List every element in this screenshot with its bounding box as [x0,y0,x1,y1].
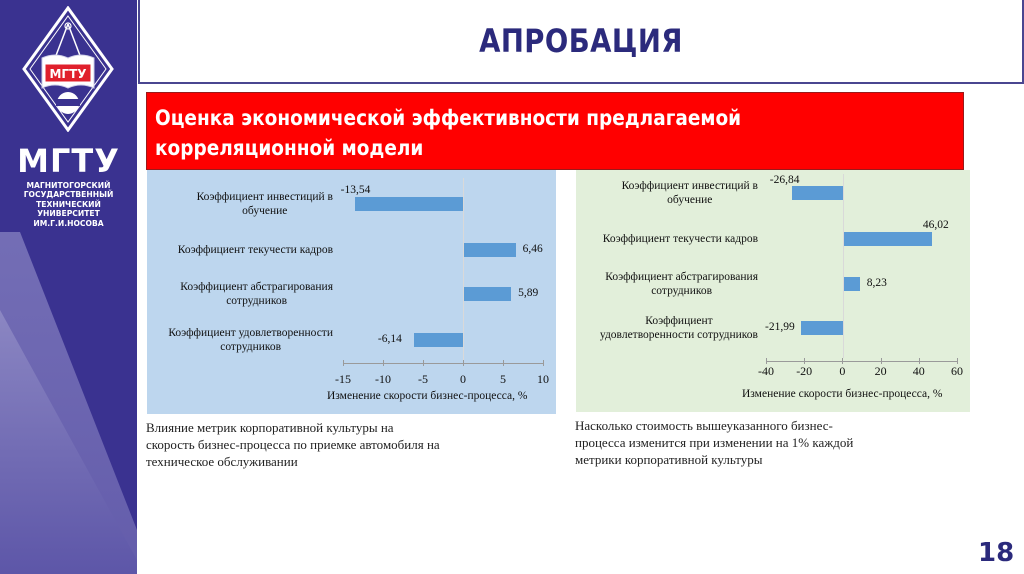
category-label: Коэффициент текучести кадров [602,233,758,245]
zero-gridline [463,178,464,360]
x-tick-label: 10 [537,372,549,386]
data-bar [844,232,932,246]
x-tick [423,360,424,366]
page-title: АПРОБАЦИЯ [479,22,683,60]
x-tick [766,358,767,364]
category-label: Коэффициент инвестиций в обучение [196,191,333,217]
x-tick-label: 5 [500,372,506,386]
caption-line: Влияние метрик корпоративной культуры на [146,420,394,435]
data-bar [791,186,843,200]
page-number: 18 [978,538,1015,568]
value-label: -21,99 [764,321,795,333]
caption-line: Насколько стоимость вышеуказанного бизне… [575,418,833,433]
x-tick-label: 40 [912,364,925,378]
data-bar [354,197,463,211]
data-bar [464,287,512,301]
x-tick [804,358,806,364]
category-label: Коэффициент абстрагирования сотрудников [605,271,758,297]
x-tick [957,358,958,364]
x-tick-label: 0 [460,372,466,386]
university-full-name: МАГНИТОГОРСКИЙ ГОСУДАРСТВЕННЫЙ ТЕХНИЧЕСК… [0,181,137,228]
banner-line: корреляционной модели [155,136,424,160]
value-label: 5,89 [518,287,539,299]
chart-right-caption: Насколько стоимость вышеуказанного бизне… [575,417,853,468]
section-banner: Оценка экономической эффективности предл… [146,92,964,170]
x-axis-title: Изменение скорости бизнес-процесса, % [742,388,943,400]
banner-line: Оценка экономической эффективности предл… [155,106,742,130]
data-bar [844,277,860,291]
category-label: Коэффициент удовлетворенности сотрудников [168,327,333,353]
x-tick-label: -10 [375,372,391,386]
value-label: 8,23 [866,277,887,289]
subtitle-line: МАГНИТОГОРСКИЙ [26,181,111,190]
category-label: Коэффициент текучести кадров [177,244,333,256]
chart-left: Коэффициент инвестиций в обучение -13,54 Ко… [147,170,556,414]
x-axis-title: Изменение скорости бизнес-процесса, % [327,390,528,402]
banner-text: Оценка экономической эффективности предл… [155,103,741,163]
x-axis [343,363,543,364]
subtitle-line: ИМ.Г.И.НОСОВА [33,218,104,228]
x-tick [503,360,504,366]
data-bar [800,321,843,335]
subtitle-line: ГОСУДАРСТВЕННЫЙ [23,190,114,200]
subtitle-line: УНИВЕРСИТЕТ [37,209,100,219]
subtitle-line: ТЕХНИЧЕСКИЙ [36,199,101,209]
title-box: АПРОБАЦИЯ [138,0,1024,84]
x-tick-label: -20 [796,364,813,378]
category-label: Коэффициент удовлетворенности сотрудников [599,315,758,341]
zero-gridline [843,174,844,358]
x-tick [343,360,344,366]
chart-left-caption: Влияние метрик корпоративной культуры на… [146,419,440,470]
x-axis [766,361,957,362]
chart-right: Коэффициент инвестиций в обучение -26,84 Ко… [576,170,970,412]
caption-line: процесса изменится при изменении на 1% к… [575,435,854,450]
x-tick [383,360,384,366]
x-tick-label: 20 [874,364,887,378]
brand-name: МГТУ [17,142,120,180]
x-tick-label: 0 [839,364,846,378]
x-tick [543,360,544,366]
value-label: -26,84 [769,174,800,186]
category-label: Коэффициент инвестиций в обучение [621,180,758,206]
x-tick [463,360,464,366]
x-tick-label: -40 [758,364,774,378]
sidebar: МГТУ МГТУ МАГНИТОГОРСКИЙ ГОСУДАРСТВЕННЫЙ… [0,0,137,574]
svg-text:МГТУ: МГТУ [49,67,86,81]
x-tick-label: 60 [951,364,963,378]
value-label: 46,02 [922,219,949,231]
caption-line: техническое обслуживании [146,454,298,469]
x-tick-label: -5 [418,372,428,386]
x-tick [880,358,882,364]
category-label: Коэффициент абстрагирования сотрудников [180,281,333,307]
caption-line: скорость бизнес-процесса по приемке авто… [146,437,440,452]
value-label: -13,54 [340,184,371,196]
value-label: -6,14 [377,333,402,345]
x-tick [842,358,844,364]
university-logo-icon: МГТУ [22,6,114,132]
data-bar [413,333,463,347]
data-bar [464,243,516,257]
caption-line: метрики корпоративной культуры [575,452,763,467]
x-tick [918,358,920,364]
value-label: 6,46 [522,243,543,255]
x-tick-label: -15 [335,372,351,386]
